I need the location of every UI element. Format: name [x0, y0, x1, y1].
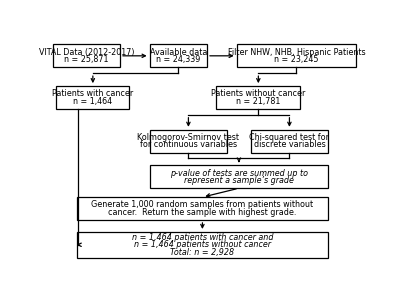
Text: cancer.  Return the sample with highest grade.: cancer. Return the sample with highest g…	[108, 208, 297, 217]
Text: discrete variables: discrete variables	[253, 140, 325, 149]
Text: Available data: Available data	[150, 47, 207, 57]
FancyBboxPatch shape	[56, 86, 130, 109]
Text: n = 21,781: n = 21,781	[236, 97, 281, 106]
FancyBboxPatch shape	[77, 232, 328, 258]
FancyBboxPatch shape	[150, 130, 227, 153]
Text: n = 1,464 patients without cancer: n = 1,464 patients without cancer	[134, 240, 271, 249]
FancyBboxPatch shape	[251, 130, 328, 153]
Text: n = 1,464: n = 1,464	[73, 97, 112, 106]
Text: Generate 1,000 random samples from patients without: Generate 1,000 random samples from patie…	[91, 200, 314, 209]
Text: n = 24,339: n = 24,339	[156, 55, 200, 64]
Text: p-value of tests are summed up to: p-value of tests are summed up to	[170, 168, 308, 178]
Text: represent a sample’s grade: represent a sample’s grade	[184, 176, 294, 185]
Text: Filter NHW, NHB, Hispanic Patients: Filter NHW, NHB, Hispanic Patients	[228, 47, 365, 57]
FancyBboxPatch shape	[237, 44, 356, 67]
Text: for continuous variables: for continuous variables	[140, 140, 237, 149]
FancyBboxPatch shape	[150, 165, 328, 188]
Text: Patients without cancer: Patients without cancer	[211, 89, 306, 98]
Text: Chi-squared test for: Chi-squared test for	[249, 133, 330, 142]
FancyBboxPatch shape	[217, 86, 300, 109]
Text: Total: n = 2,928: Total: n = 2,928	[170, 248, 235, 257]
Text: Patients with cancer: Patients with cancer	[52, 89, 134, 98]
Text: VITAL Data (2012-2017): VITAL Data (2012-2017)	[39, 47, 134, 57]
FancyBboxPatch shape	[53, 44, 120, 67]
FancyBboxPatch shape	[150, 44, 207, 67]
FancyBboxPatch shape	[77, 197, 328, 220]
Text: n = 25,871: n = 25,871	[65, 55, 109, 64]
Text: n = 1,464 patients with cancer and: n = 1,464 patients with cancer and	[132, 233, 273, 242]
Text: n = 23,245: n = 23,245	[274, 55, 319, 64]
Text: Kolmogorov-Smirnov test: Kolmogorov-Smirnov test	[138, 133, 239, 142]
